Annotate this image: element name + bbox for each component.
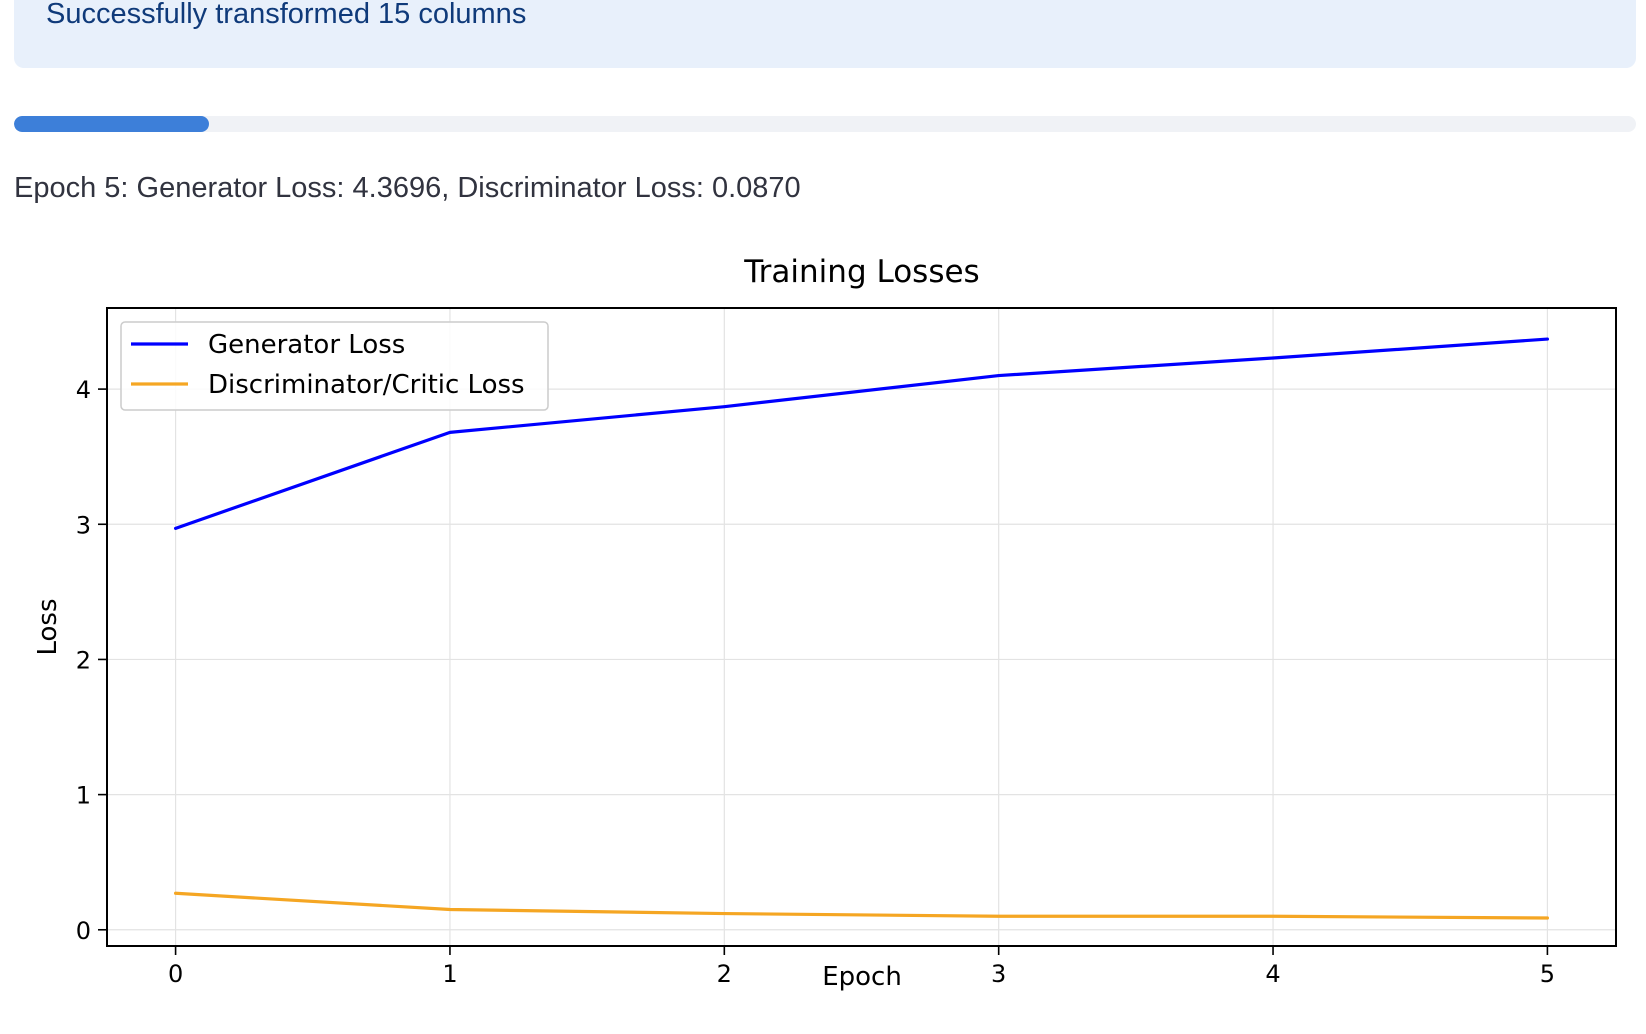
x-tick-label: 3 <box>991 960 1006 988</box>
progress-fill <box>14 116 209 132</box>
discriminator-loss-point <box>1271 915 1275 918</box>
chart-svg: Training Losses 0 1 2 3 4 5 0 1 2 3 4 Epoch Loss G… <box>33 254 1617 992</box>
generator-loss-point <box>448 431 452 434</box>
discriminator-loss-point <box>1546 916 1549 920</box>
x-tick-label: 5 <box>1540 960 1555 988</box>
discriminator-loss-point <box>448 908 452 911</box>
x-tick-label: 0 <box>168 960 183 988</box>
generator-loss-line <box>173 337 1550 530</box>
success-message: Successfully transformed 15 columns <box>46 0 527 30</box>
y-tick-label: 0 <box>76 917 91 945</box>
training-losses-chart: Training Losses 0 1 2 3 4 5 0 1 2 3 4 Epoch Loss G… <box>0 240 1646 1010</box>
discriminator-loss-line <box>173 891 1550 920</box>
y-tick-label: 2 <box>76 646 91 674</box>
epoch-status-text: Epoch 5: Generator Loss: 4.3696, Discrim… <box>14 172 801 204</box>
discriminator-loss-point <box>174 892 177 895</box>
x-tick-label: 1 <box>442 960 457 988</box>
progress-bar <box>14 116 1636 132</box>
discriminator-loss-point <box>997 915 1000 918</box>
y-tick-label: 4 <box>76 376 91 404</box>
y-tick-label: 1 <box>76 782 91 810</box>
generator-loss-point <box>723 405 726 408</box>
generator-loss-point <box>1546 337 1549 341</box>
plot-frame <box>106 307 1617 947</box>
chart-legend: Generator Loss Discriminator/Critic Loss <box>120 321 549 411</box>
axis-ticks: 0 1 2 3 4 5 0 1 2 3 4 <box>76 376 1555 988</box>
success-alert: Successfully transformed 15 columns <box>14 0 1636 68</box>
generator-loss-legend-label: Generator Loss <box>208 330 405 360</box>
generator-loss-point <box>997 374 1000 377</box>
discriminator-loss-legend-label: Discriminator/Critic Loss <box>208 370 525 400</box>
y-tick-label: 3 <box>76 511 91 539</box>
generator-loss-point <box>1271 356 1275 360</box>
legend-box <box>120 321 549 411</box>
series-lines <box>173 337 1550 920</box>
x-axis-label: Epoch <box>822 962 902 992</box>
x-tick-label: 2 <box>717 960 732 988</box>
chart-title: Training Losses <box>743 254 979 290</box>
y-axis-label: Loss <box>33 598 63 655</box>
x-tick-label: 4 <box>1265 960 1280 988</box>
generator-loss-point <box>174 527 177 530</box>
discriminator-loss-point <box>723 912 726 915</box>
